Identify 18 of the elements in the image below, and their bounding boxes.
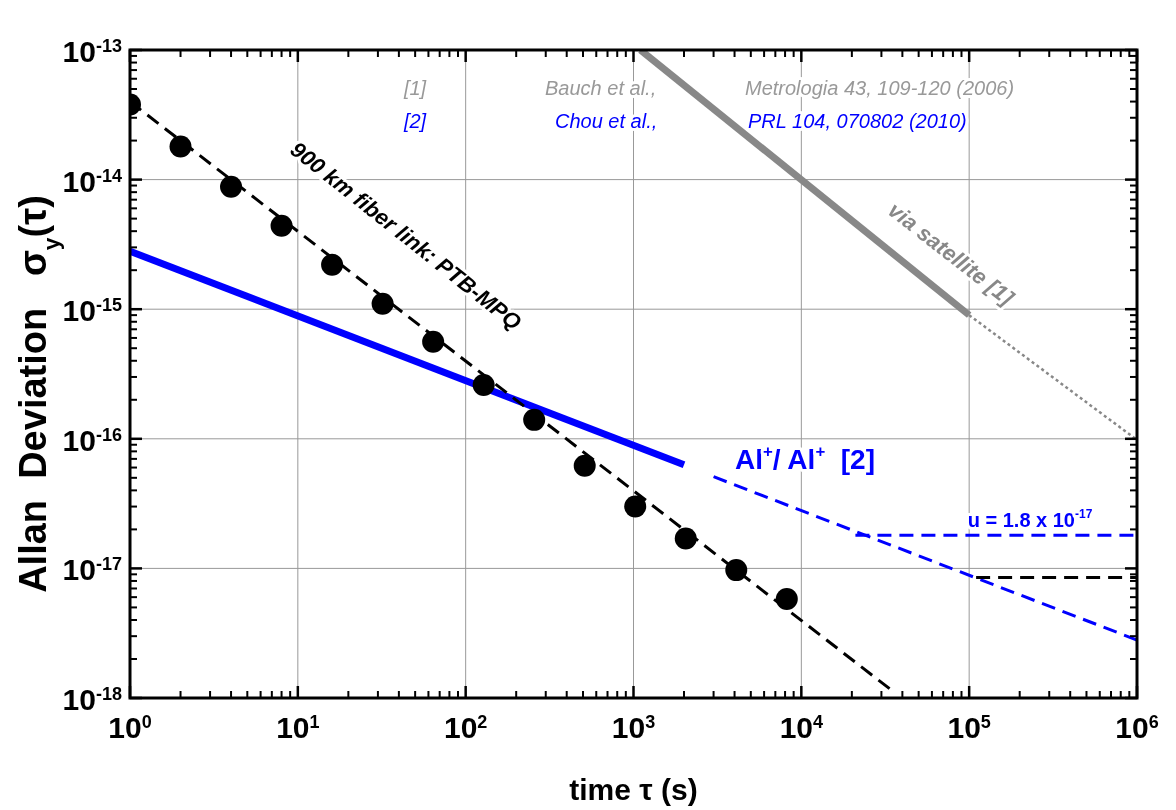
x-tick-label: 10$^{2}$ <box>443 711 488 744</box>
y-tick-label: 10$^{-13}$ <box>62 35 122 68</box>
y-tick-label: 10$^{-16}$ <box>62 423 122 457</box>
x-tick-label: 10$^{6}$ <box>1115 711 1159 744</box>
x-tick-label: 10$^{3}$ <box>611 711 656 744</box>
annotation: PRL 104, 070802 (2010) <box>748 110 967 132</box>
y-tick-label: 10$^{-14}$ <box>62 164 122 198</box>
x-tick-label: 10$^{5}$ <box>947 711 991 744</box>
x-tick-label: 10$^{4}$ <box>779 711 824 744</box>
y-tick-label: 10$^{-15}$ <box>62 294 122 328</box>
annotation: [2] <box>402 110 427 132</box>
x-tick-label: 10$^{1}$ <box>276 711 320 744</box>
y-tick-label: 10$^{-17}$ <box>62 553 122 587</box>
annotation: Chou et al., <box>555 110 658 132</box>
x-axis-title: time τ (s) <box>569 773 698 806</box>
annotation: Al$^{+}$/ Al$^{+}$ [2] <box>735 441 875 476</box>
annotation: u = 1.8 x 10$^{-17}$ <box>967 507 1093 532</box>
annotation: [1] <box>402 77 427 99</box>
